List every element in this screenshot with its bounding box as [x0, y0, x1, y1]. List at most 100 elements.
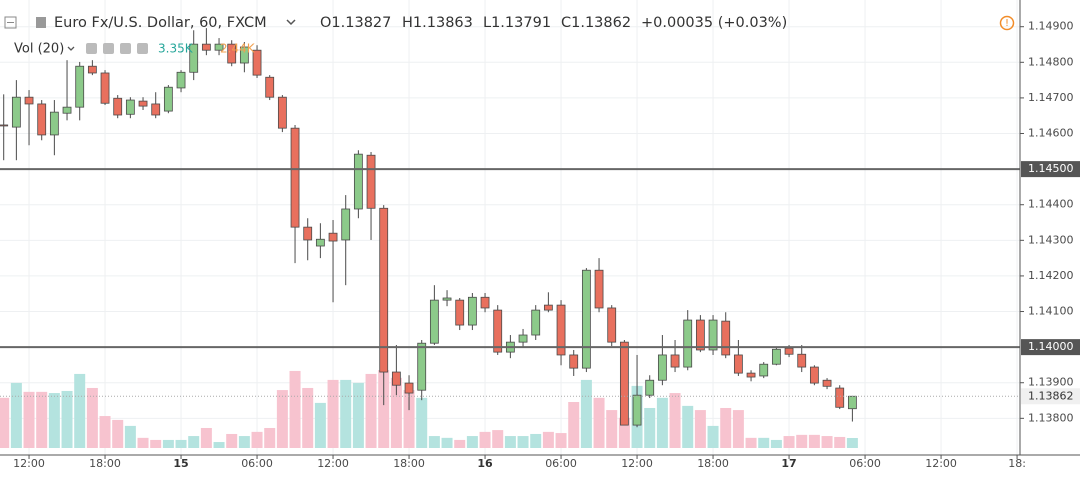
candle-body — [607, 307, 617, 343]
candle-body — [467, 296, 477, 326]
candle-body — [328, 232, 338, 242]
volume-bar — [302, 387, 314, 448]
candle-body — [543, 304, 553, 311]
volume-title: Vol (20) — [14, 42, 64, 57]
candle-body — [214, 43, 224, 51]
alert-icon[interactable] — [999, 15, 1015, 31]
volume-bar — [36, 391, 48, 448]
volume-bar — [618, 417, 630, 448]
level-label: 1.14500 — [1028, 162, 1074, 175]
volume-bar — [162, 439, 174, 448]
symbol-title: Euro Fx/U.S. Dollar, 60, FXCM — [54, 15, 267, 31]
volume-bar — [707, 425, 719, 448]
x-tick-label: 12:00 — [13, 457, 45, 470]
candle-body — [809, 366, 819, 384]
candle-body — [138, 100, 148, 107]
volume-bar — [200, 427, 212, 448]
candle-body — [581, 269, 591, 369]
volume-bar — [568, 402, 580, 448]
candle-body — [125, 99, 135, 115]
collapse-icon[interactable] — [4, 16, 17, 29]
eye-icon[interactable] — [86, 43, 97, 54]
volume-bar — [846, 437, 858, 448]
x-tick-label: 17 — [781, 457, 796, 470]
candle-body — [24, 96, 34, 105]
volume-bar — [656, 397, 668, 448]
x-tick-label: 12:00 — [621, 457, 653, 470]
x-tick-label: 15 — [173, 457, 188, 470]
volume-bar — [238, 436, 250, 448]
volume-bar — [188, 436, 200, 448]
y-tick-label: 1.14400 — [1028, 198, 1074, 211]
volume-bar — [48, 393, 60, 448]
volume-bar — [479, 431, 491, 448]
candle-body — [771, 348, 781, 365]
volume-bar — [808, 434, 820, 448]
volume-bar — [834, 436, 846, 448]
candle-body — [189, 43, 199, 73]
candle-body — [518, 334, 528, 343]
candle-body — [721, 320, 731, 356]
volume-bar — [251, 431, 263, 448]
volume-bar — [454, 439, 466, 448]
volume-bar — [694, 410, 706, 448]
y-tick-label: 1.14600 — [1028, 127, 1074, 140]
volume-bar — [732, 410, 744, 448]
volume-bar — [606, 410, 618, 448]
candle-body — [683, 319, 693, 368]
candle-body — [290, 127, 300, 228]
volume-bar — [441, 437, 453, 448]
volume-ma: 2.44K — [220, 42, 256, 56]
candle-body — [670, 354, 680, 368]
candle-body — [594, 269, 604, 309]
y-tick-label: 1.13900 — [1028, 376, 1074, 389]
volume-bar — [517, 436, 529, 448]
candle-body — [252, 49, 262, 76]
volume-bar — [644, 407, 656, 448]
volume-bar — [352, 382, 364, 448]
ohlc-low: L1.13791 — [483, 15, 551, 31]
x-tick-label: 06:00 — [545, 457, 577, 470]
candle-body — [847, 395, 857, 410]
settings-icon[interactable] — [103, 43, 114, 54]
add-icon[interactable] — [120, 43, 131, 54]
level-label-bg — [1021, 161, 1080, 178]
candle-body — [265, 76, 275, 98]
candle-body — [227, 43, 237, 64]
candle-body — [657, 354, 667, 381]
alert-mark: ! — [1005, 18, 1009, 29]
level-label: 1.14000 — [1028, 340, 1074, 353]
volume-layer — [0, 370, 858, 448]
symbol-dropdown[interactable] — [286, 19, 296, 26]
remove-icon[interactable] — [137, 43, 148, 54]
candle-body — [822, 379, 832, 387]
candle-body — [163, 86, 173, 112]
candle-body — [87, 65, 97, 74]
volume-bar — [137, 437, 149, 448]
candle-body — [442, 297, 452, 301]
candle-body — [708, 319, 718, 351]
volume-dropdown[interactable] — [67, 46, 75, 51]
candle-body — [531, 309, 541, 336]
candle-body — [176, 71, 186, 89]
volume-bar — [796, 434, 808, 448]
volume-bar — [390, 377, 402, 448]
volume-bar — [340, 379, 352, 448]
candle-body — [645, 379, 655, 396]
volume-bar — [365, 373, 377, 448]
volume-bar — [226, 433, 238, 448]
grid — [0, 0, 1024, 459]
candle-body — [480, 296, 490, 309]
volume-bar — [593, 397, 605, 448]
candle-body — [493, 309, 503, 353]
volume-bar — [276, 390, 288, 448]
volume-bar — [770, 439, 782, 448]
x-tick-label: 12:00 — [317, 457, 349, 470]
x-tick-label: 18: — [1008, 457, 1026, 470]
x-tick-label: 18:00 — [89, 457, 121, 470]
volume-bar — [150, 439, 162, 448]
volume-bar — [112, 419, 124, 448]
candle-body — [417, 342, 427, 391]
volume-bar — [416, 397, 428, 448]
